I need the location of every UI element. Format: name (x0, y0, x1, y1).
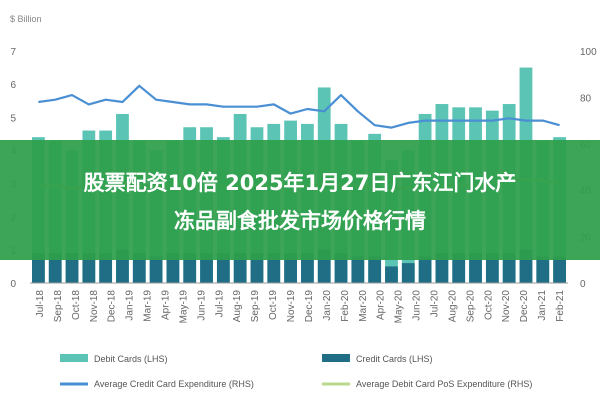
credit-cards-lhs-bar (385, 266, 398, 283)
legend-label: Average Credit Card Expenditure (RHS) (94, 379, 254, 389)
legend: Debit Cards (LHS) Credit Cards (LHS) Avera… (60, 354, 532, 389)
credit-cards-lhs-bar (48, 253, 62, 283)
credit-cards-lhs-bar (216, 253, 230, 283)
x-axis-tick-label: Jul-18 (35, 290, 46, 318)
x-axis-tick-label: Jul-19 (214, 290, 225, 318)
x-axis-tick-label: Aug-20 (447, 290, 458, 323)
x-axis-tick-label: Jan-19 (125, 290, 136, 321)
x-axis-tick-label: Dec-19 (304, 290, 315, 323)
unit-label: $ Billion (10, 14, 42, 24)
credit-cards-lhs-bar (452, 253, 466, 283)
right-axis-tick-label: 80 (580, 93, 592, 104)
credit-cards-lhs-bar (351, 256, 365, 283)
left-axis-tick-label: 0 (10, 279, 16, 290)
credit-cards-lhs-bar (469, 253, 482, 283)
legend-label: Credit Cards (LHS) (356, 354, 433, 364)
average-credit-card-expenditure-rhs-line (38, 84, 560, 129)
banner-title-line2: 冻品副食批发市场价格行情 (174, 209, 426, 233)
x-axis-tick-label: Oct-18 (71, 290, 82, 320)
axes: 01234567020406080100Jul-18Sep-18Oct-18No… (10, 47, 597, 323)
x-axis-tick-label: May-19 (178, 290, 189, 324)
credit-cards-lhs-bar (485, 253, 499, 283)
legend-label: Debit Cards (LHS) (94, 354, 168, 364)
banner-band (0, 140, 600, 260)
legend-swatch (322, 354, 350, 362)
credit-cards-lhs-bar (32, 253, 45, 283)
left-axis-tick-label: 6 (10, 80, 16, 91)
credit-cards-lhs-bar (536, 256, 550, 283)
x-axis-tick-label: Jan-21 (537, 290, 548, 321)
credit-cards-lhs-bar (65, 253, 79, 283)
banner-title-line1: 股票配资10倍 2025年1月27日广东江门水产 (84, 171, 517, 195)
credit-cards-lhs-bar (166, 253, 180, 283)
credit-cards-lhs-bar (401, 263, 415, 283)
x-axis-tick-label: Jan-20 (322, 290, 333, 321)
x-axis-tick-label: Feb-20 (340, 290, 351, 322)
credit-cards-lhs-bar (183, 253, 197, 283)
legend-label: Average Debit Card PoS Expenditure (RHS) (356, 379, 532, 389)
credit-cards-lhs-bar (284, 253, 297, 283)
credit-cards-lhs-bar (334, 253, 348, 283)
x-axis-tick-label: Jul-20 (430, 290, 441, 318)
x-axis-tick-label: Feb-21 (555, 290, 566, 322)
credit-cards-lhs-bar (250, 253, 264, 283)
credit-cards-lhs-bar (368, 256, 382, 283)
right-axis-tick-label: 0 (580, 279, 586, 290)
x-axis-tick-label: Sep-20 (465, 290, 476, 323)
credit-cards-lhs-bar (233, 253, 247, 283)
x-axis-tick-label: Mar-19 (143, 290, 154, 322)
credit-cards-lhs-bar (200, 253, 213, 283)
x-axis-tick-label: Oct-19 (268, 290, 279, 320)
credit-cards-lhs-bar (82, 253, 96, 283)
left-axis-tick-label: 5 (10, 113, 16, 124)
x-axis-tick-label: Dec-20 (519, 290, 530, 323)
x-axis-tick-label: Sep-19 (250, 290, 261, 323)
x-axis-tick-label: Apr-19 (161, 290, 172, 320)
right-axis-tick-label: 100 (580, 47, 597, 58)
x-axis-tick-label: Sep-18 (53, 290, 64, 323)
x-axis-tick-label: Aug-19 (232, 290, 243, 323)
x-axis-tick-label: Dec-18 (107, 290, 118, 323)
credit-cards-lhs-bar (267, 253, 281, 283)
credit-cards-lhs-bar (553, 256, 566, 283)
x-axis-tick-label: Nov-18 (89, 290, 100, 323)
legend-swatch (60, 354, 88, 362)
credit-cards-lhs-bar (301, 253, 314, 283)
title-banner: 股票配资10倍 2025年1月27日广东江门水产 冻品副食批发市场价格行情 (0, 140, 600, 260)
x-axis-tick-label: Nov-20 (501, 290, 512, 323)
credit-cards-lhs-bar (132, 253, 146, 283)
credit-cards-lhs-bar (502, 253, 516, 283)
x-axis-tick-label: Mar-20 (358, 290, 369, 322)
credit-cards-lhs-bar (99, 253, 113, 283)
credit-cards-lhs-bar (435, 253, 449, 283)
credit-cards-lhs-bar (149, 256, 163, 283)
x-axis-tick-label: Jun-19 (196, 290, 207, 321)
x-axis-tick-label: Apr-20 (376, 290, 387, 320)
x-axis-tick-label: May-20 (394, 290, 405, 324)
x-axis-tick-label: Oct-20 (483, 290, 494, 320)
x-axis-tick-label: Jun-20 (412, 290, 423, 321)
x-axis-tick-label: Nov-19 (286, 290, 297, 323)
credit-cards-lhs-bar (418, 256, 432, 283)
left-axis-tick-label: 7 (10, 47, 16, 58)
